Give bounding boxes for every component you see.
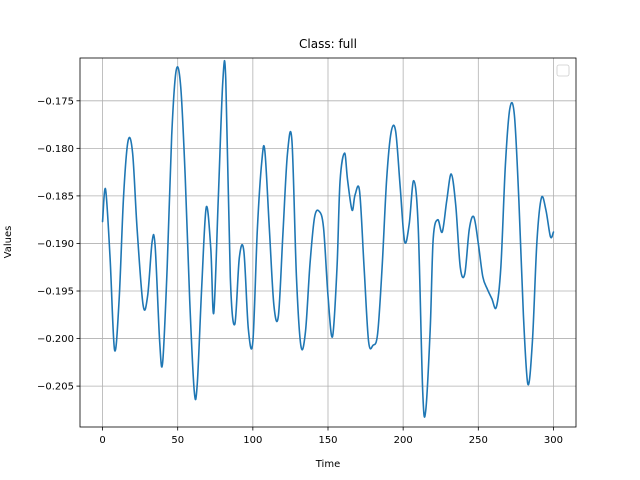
x-axis-label: Time bbox=[315, 459, 340, 470]
y-tick-label: −0.180 bbox=[37, 144, 74, 155]
x-tick-label: 0 bbox=[99, 435, 105, 446]
y-tick-label: −0.185 bbox=[37, 191, 74, 202]
chart-title: Class: full bbox=[299, 37, 357, 51]
series-layer bbox=[101, 59, 555, 418]
x-tick-label: 200 bbox=[394, 435, 413, 446]
y-tick-label: −0.195 bbox=[37, 287, 74, 298]
x-tick-label: 250 bbox=[469, 435, 488, 446]
y-tick-label: −0.200 bbox=[37, 334, 74, 345]
x-tick-label: 100 bbox=[243, 435, 262, 446]
x-tick-label: 150 bbox=[318, 435, 337, 446]
y-tick-label: −0.205 bbox=[37, 382, 74, 393]
x-tick-label: 300 bbox=[544, 435, 563, 446]
legend-box bbox=[556, 64, 570, 77]
ticks: 0 50 100 150 200 250 300 −0.175 −0.180 −0.185 −0.1… bbox=[37, 96, 563, 446]
x-tick-label: 50 bbox=[171, 435, 184, 446]
series-line bbox=[101, 59, 555, 418]
y-tick-label: −0.175 bbox=[37, 96, 74, 107]
y-axis-label: Values bbox=[3, 226, 14, 259]
y-tick-label: −0.190 bbox=[37, 239, 74, 250]
